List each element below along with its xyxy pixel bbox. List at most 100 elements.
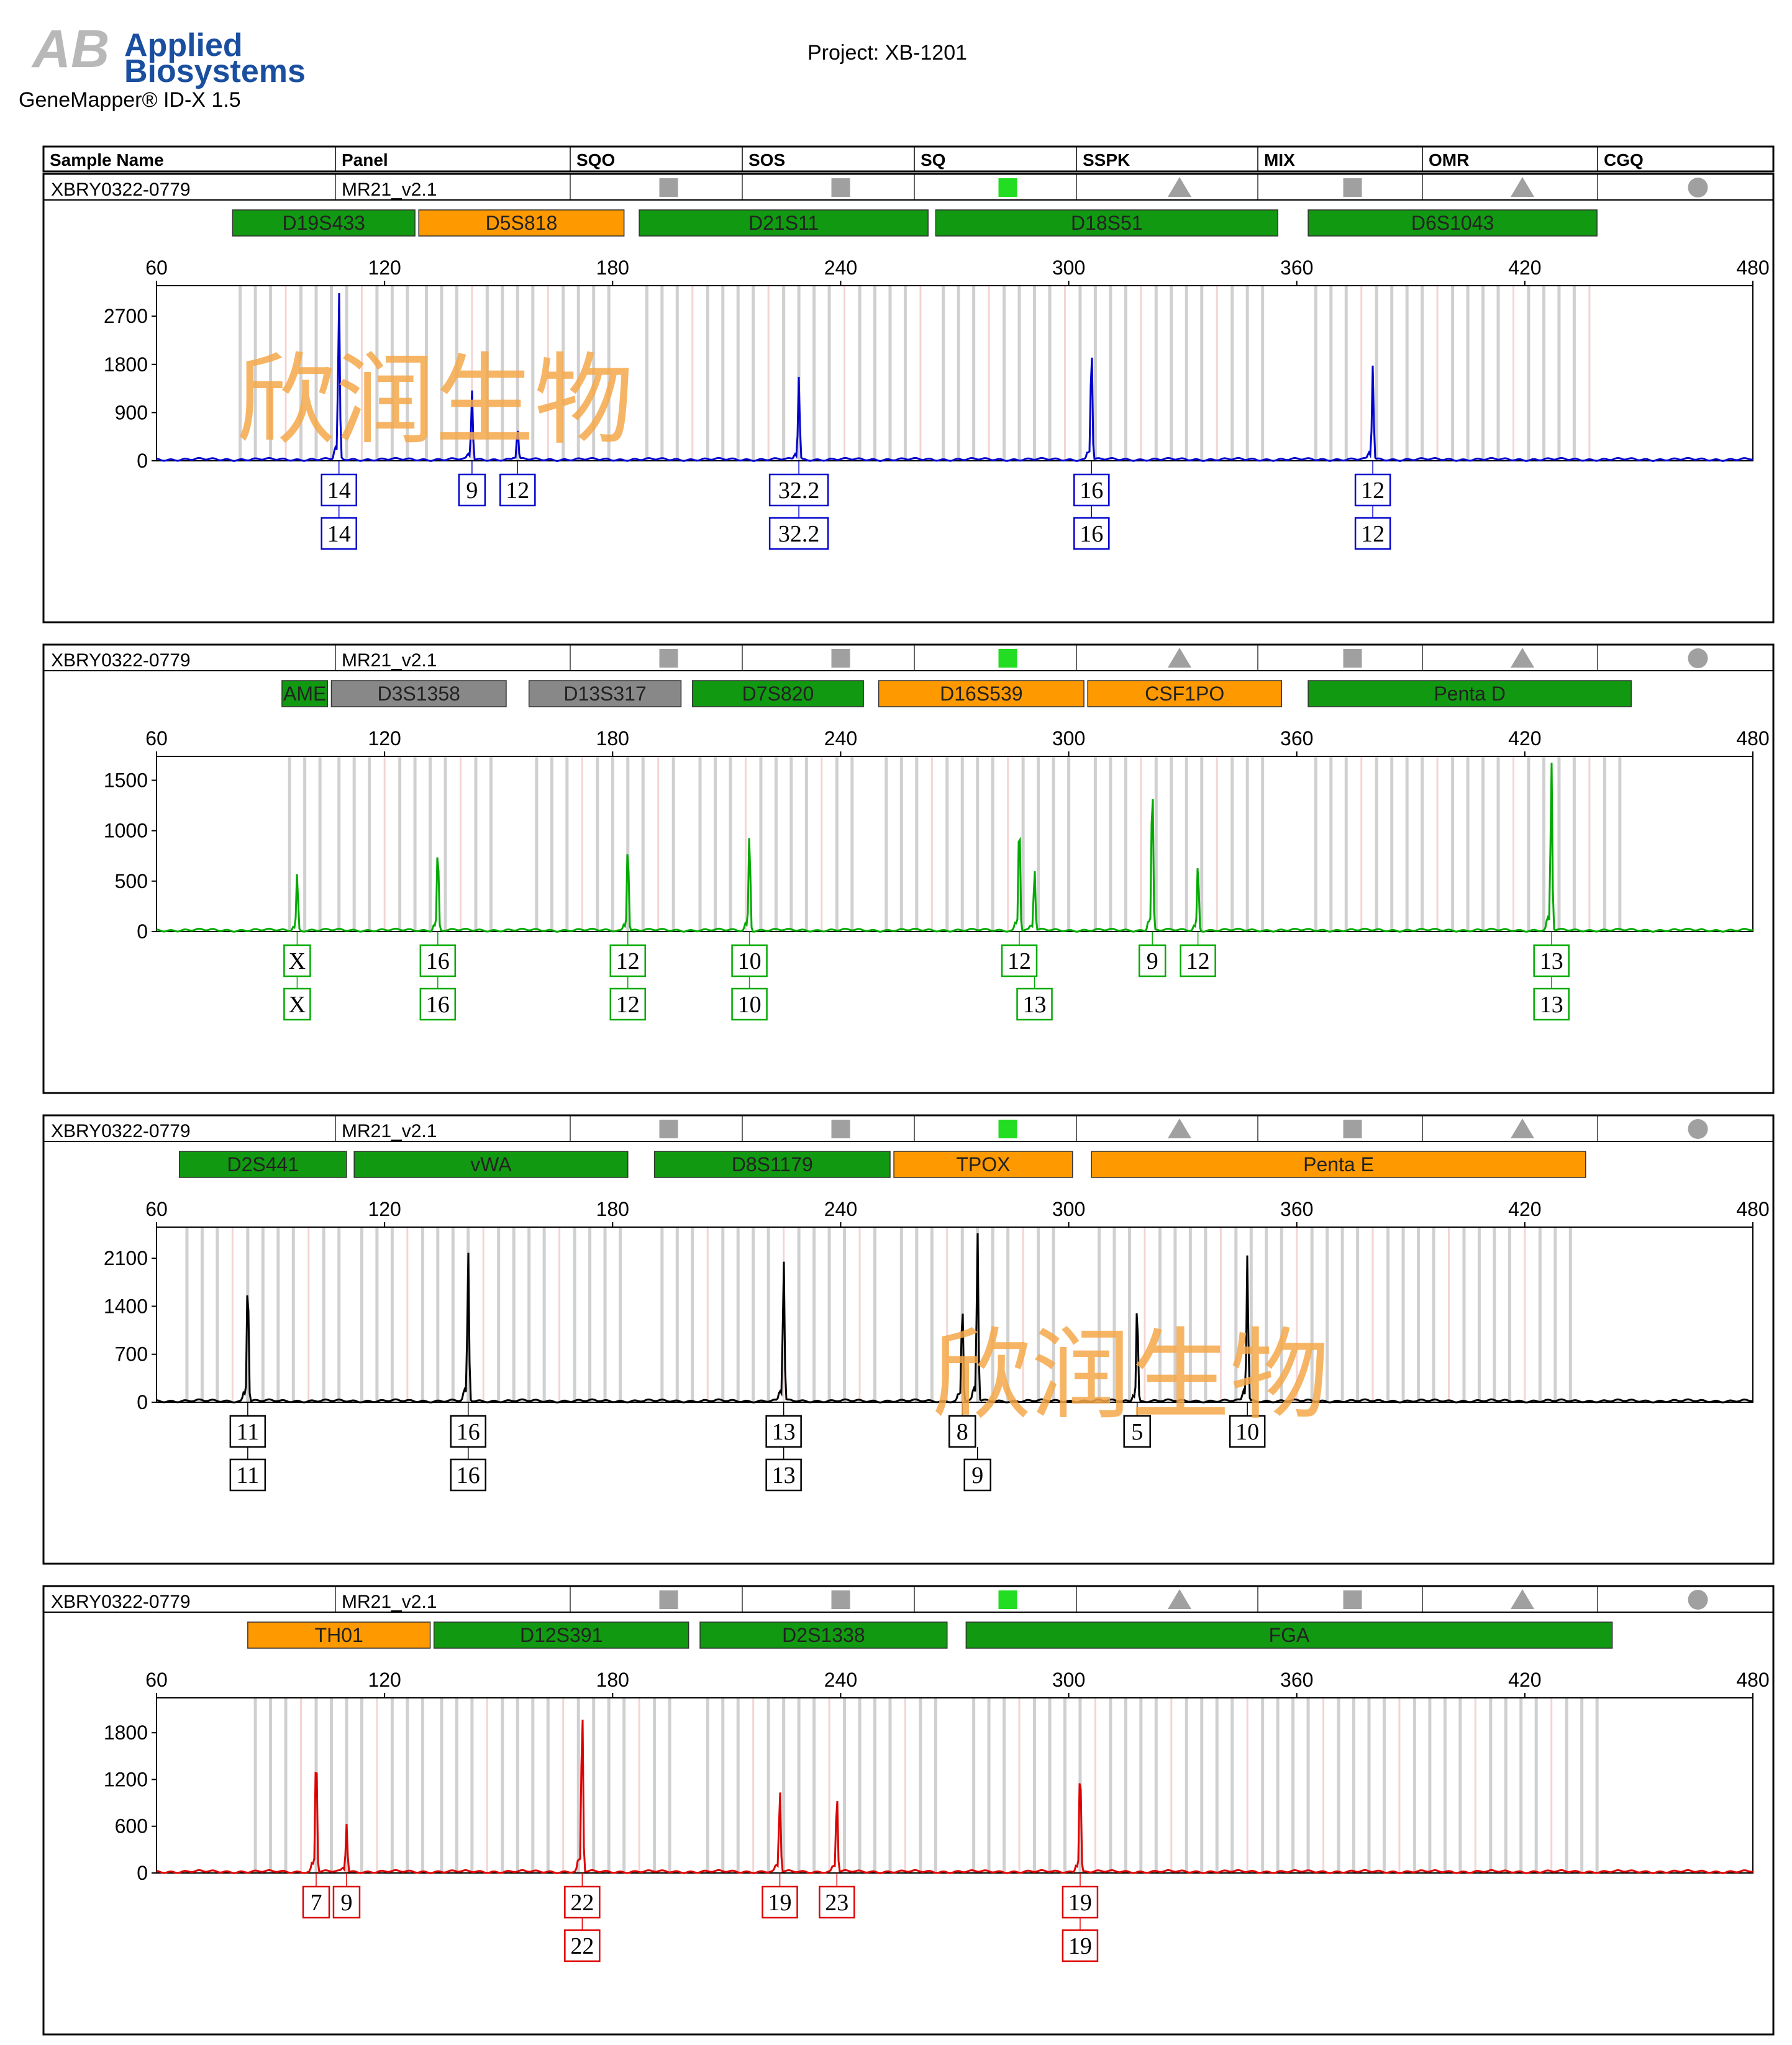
quality-flag-sspk-icon[interactable]: [1168, 648, 1191, 668]
sample-name[interactable]: XBRY0322-0779: [51, 650, 191, 671]
quality-flag-sq-icon[interactable]: [998, 1120, 1017, 1138]
allele-call-box[interactable]: [1062, 1885, 1099, 1919]
quality-flag-sspk-icon[interactable]: [1168, 1589, 1191, 1609]
allele-call-box[interactable]: [1138, 944, 1167, 977]
allele-call-box[interactable]: [948, 1415, 976, 1448]
allele-call-box[interactable]: [731, 944, 768, 977]
allele-call-box[interactable]: [450, 1458, 487, 1492]
allele-call-box[interactable]: [731, 987, 768, 1021]
allele-call-box[interactable]: [321, 473, 357, 507]
quality-flag-sos-icon[interactable]: [831, 649, 850, 668]
locus-bar[interactable]: [528, 680, 682, 707]
allele-call-box[interactable]: [283, 987, 311, 1021]
quality-flag-cgq-icon[interactable]: [1688, 648, 1708, 668]
quality-flag-mix-icon[interactable]: [1343, 1590, 1362, 1609]
quality-flag-mix-icon[interactable]: [1343, 178, 1362, 197]
quality-flag-sq-icon[interactable]: [998, 649, 1017, 668]
allele-call-box[interactable]: [609, 944, 647, 977]
locus-bar[interactable]: [692, 680, 864, 707]
sample-name[interactable]: XBRY0322-0779: [51, 179, 191, 200]
locus-bar[interactable]: [1308, 209, 1598, 237]
allele-call-box[interactable]: [762, 1885, 798, 1919]
allele-call-box[interactable]: [332, 1885, 361, 1919]
locus-bar[interactable]: [232, 209, 416, 237]
column-header-cgq[interactable]: CGQ: [1604, 150, 1644, 170]
quality-flag-sos-icon[interactable]: [831, 178, 850, 197]
quality-flag-omr-icon[interactable]: [1511, 1118, 1534, 1138]
locus-bar[interactable]: [418, 209, 625, 237]
quality-flag-sqo-icon[interactable]: [659, 1120, 678, 1138]
allele-call-box[interactable]: [1354, 517, 1391, 550]
allele-call-box[interactable]: [1229, 1415, 1266, 1448]
allele-call-box[interactable]: [229, 1458, 266, 1492]
column-header-sqo[interactable]: SQO: [576, 150, 615, 170]
allele-call-box[interactable]: [1533, 987, 1570, 1021]
locus-bar[interactable]: [1308, 680, 1632, 707]
sample-name[interactable]: XBRY0322-0779: [51, 1121, 191, 1141]
locus-bar[interactable]: [353, 1151, 629, 1178]
quality-flag-omr-icon[interactable]: [1511, 177, 1534, 197]
locus-bar[interactable]: [653, 1151, 891, 1178]
allele-call-box[interactable]: [321, 517, 357, 550]
quality-flag-cgq-icon[interactable]: [1688, 1119, 1708, 1139]
locus-bar[interactable]: [893, 1151, 1073, 1178]
quality-flag-sqo-icon[interactable]: [659, 178, 678, 197]
allele-call-box[interactable]: [564, 1929, 601, 1962]
sample-name[interactable]: XBRY0322-0779: [51, 1592, 191, 1612]
allele-call-box[interactable]: [302, 1885, 330, 1919]
column-header-mix[interactable]: MIX: [1264, 150, 1295, 170]
allele-call-box[interactable]: [458, 473, 486, 507]
quality-flag-mix-icon[interactable]: [1343, 1120, 1362, 1138]
quality-flag-omr-icon[interactable]: [1511, 1589, 1534, 1609]
allele-call-box[interactable]: [564, 1885, 601, 1919]
allele-call-box[interactable]: [765, 1458, 802, 1492]
allele-call-box[interactable]: [419, 944, 457, 977]
locus-bar[interactable]: [330, 680, 507, 707]
quality-flag-sspk-icon[interactable]: [1168, 1118, 1191, 1138]
quality-flag-omr-icon[interactable]: [1511, 648, 1534, 668]
locus-bar[interactable]: [878, 680, 1085, 707]
allele-call-box[interactable]: [609, 987, 647, 1021]
allele-call-box[interactable]: [768, 473, 829, 507]
allele-call-box[interactable]: [1062, 1929, 1099, 1962]
allele-call-box[interactable]: [1123, 1415, 1151, 1448]
quality-flag-sq-icon[interactable]: [998, 1590, 1017, 1609]
quality-flag-mix-icon[interactable]: [1343, 649, 1362, 668]
allele-call-box[interactable]: [768, 517, 829, 550]
locus-bar[interactable]: [178, 1151, 347, 1178]
allele-call-box[interactable]: [819, 1885, 855, 1919]
quality-flag-sos-icon[interactable]: [831, 1120, 850, 1138]
column-header-sspk[interactable]: SSPK: [1083, 150, 1130, 170]
quality-flag-sos-icon[interactable]: [831, 1590, 850, 1609]
quality-flag-cgq-icon[interactable]: [1688, 178, 1708, 197]
allele-call-box[interactable]: [1001, 944, 1038, 977]
locus-bar[interactable]: [639, 209, 929, 237]
allele-call-box[interactable]: [1073, 473, 1110, 507]
locus-bar[interactable]: [433, 1621, 689, 1649]
quality-flag-sqo-icon[interactable]: [659, 649, 678, 668]
locus-bar[interactable]: [699, 1621, 948, 1649]
column-header-omr[interactable]: OMR: [1429, 150, 1469, 170]
locus-bar[interactable]: [1087, 680, 1282, 707]
allele-call-box[interactable]: [419, 987, 457, 1021]
quality-flag-sspk-icon[interactable]: [1168, 177, 1191, 197]
locus-bar[interactable]: [281, 680, 329, 707]
column-header-sample-name[interactable]: Sample Name: [50, 150, 164, 170]
allele-call-box[interactable]: [1533, 944, 1570, 977]
allele-call-box[interactable]: [1180, 944, 1216, 977]
quality-flag-sq-icon[interactable]: [998, 178, 1017, 197]
allele-call-box[interactable]: [963, 1458, 991, 1492]
allele-call-box[interactable]: [1073, 517, 1110, 550]
locus-bar[interactable]: [965, 1621, 1613, 1649]
column-header-sos[interactable]: SOS: [748, 150, 785, 170]
column-header-sq[interactable]: SQ: [921, 150, 945, 170]
allele-call-box[interactable]: [499, 473, 536, 507]
locus-bar[interactable]: [1091, 1151, 1586, 1178]
allele-call-box[interactable]: [1016, 987, 1053, 1021]
locus-bar[interactable]: [247, 1621, 431, 1649]
locus-bar[interactable]: [935, 209, 1278, 237]
quality-flag-sqo-icon[interactable]: [659, 1590, 678, 1609]
quality-flag-cgq-icon[interactable]: [1688, 1590, 1708, 1610]
allele-call-box[interactable]: [765, 1415, 802, 1448]
allele-call-box[interactable]: [229, 1415, 266, 1448]
